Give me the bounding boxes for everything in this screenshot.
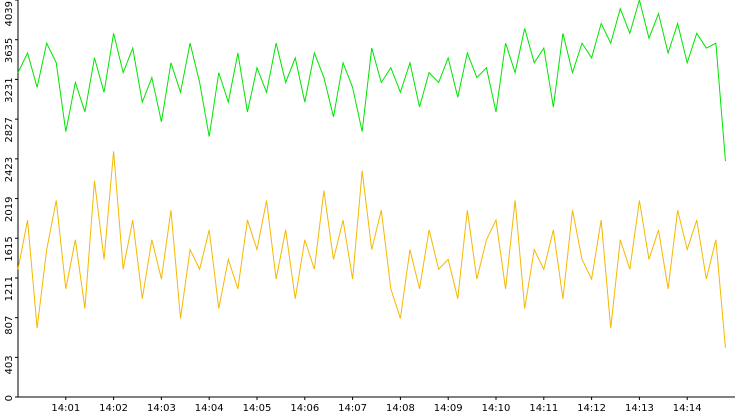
x-tick-label: 14:05 (243, 403, 272, 414)
y-tick-label: 2019 (4, 197, 15, 222)
y-tick-label: 1211 (4, 276, 15, 301)
x-tick-label: 14:08 (386, 403, 415, 414)
y-tick-label: 2827 (4, 117, 15, 142)
x-tick-label: 14:01 (51, 403, 80, 414)
x-tick-label: 14:11 (529, 403, 558, 414)
x-tick-label: 14:13 (625, 403, 654, 414)
y-tick-label: 3231 (4, 77, 15, 102)
x-tick-label: 14:04 (195, 403, 224, 414)
data-line (17, 151, 726, 348)
x-tick-label: 14:12 (577, 403, 606, 414)
x-tick-label: 14:10 (482, 403, 511, 414)
y-tick-label: 403 (4, 355, 15, 374)
x-tick-label: 14:07 (338, 403, 367, 414)
y-tick-label: 2423 (4, 157, 15, 182)
data-line (17, 0, 726, 162)
x-tick-label: 14:02 (99, 403, 128, 414)
y-tick-label: 0 (4, 395, 15, 401)
x-tick-label: 14:09 (434, 403, 463, 414)
x-tick-label: 14:14 (673, 403, 702, 414)
y-tick-label: 807 (4, 316, 15, 335)
y-tick-label: 3635 (4, 38, 15, 63)
x-tick-label: 14:03 (147, 403, 176, 414)
x-tick-label: 14:06 (290, 403, 319, 414)
y-tick-label: 1615 (4, 236, 15, 261)
y-tick-label: 4039 (4, 1, 15, 26)
